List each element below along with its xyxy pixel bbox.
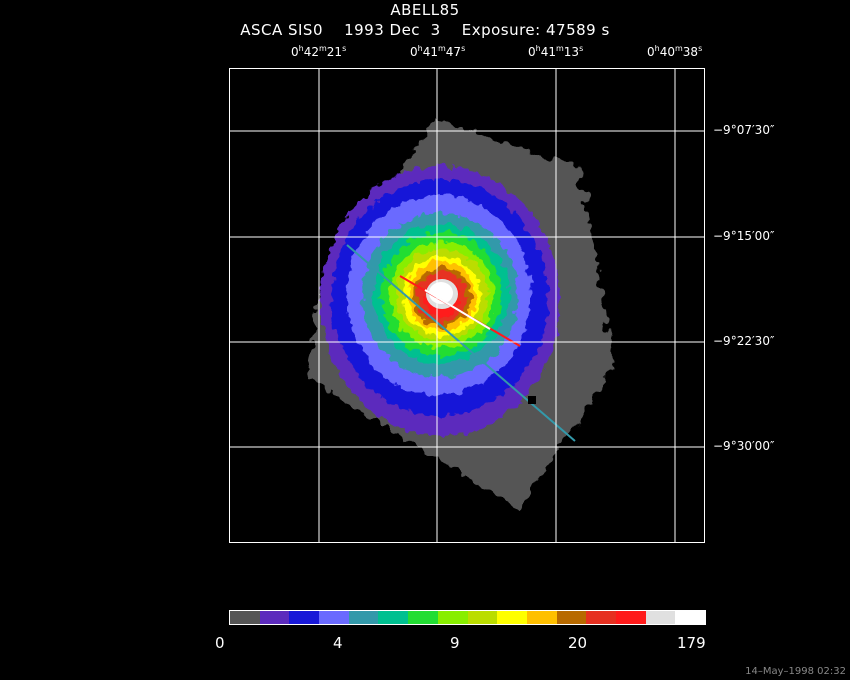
colorbar-segment [497, 611, 527, 624]
xray-image [230, 69, 704, 542]
ra-tick-label: 0h41m13s [528, 44, 584, 59]
colorbar-segment [259, 611, 290, 624]
colorbar-segment [289, 611, 320, 624]
image-subtitle: ASCA SIS0 1993 Dec 3 Exposure: 47589 s [0, 21, 850, 39]
image-title: ABELL85 [390, 1, 460, 19]
colorbar-label: 20 [568, 634, 588, 652]
xray-image-frame [229, 68, 705, 543]
ra-tick-label: 0h41m47s [410, 44, 466, 59]
colorbar-segment [437, 611, 468, 624]
instrument-label: ASCA SIS0 [240, 21, 323, 39]
timestamp: 14–May–1998 02:32 [745, 666, 846, 677]
colorbar-segment [378, 611, 409, 624]
exposure-label: Exposure: 47589 s [461, 21, 610, 39]
colorbar-segment [645, 611, 676, 624]
colorbar-segment [586, 611, 616, 624]
dec-tick-label: −9°07′30″ [713, 123, 775, 137]
colorbar-segment [408, 611, 438, 624]
colorbar-segment [526, 611, 557, 624]
colorbar [229, 610, 706, 625]
coordinate-grid [230, 69, 704, 542]
observation-date: 1993 Dec 3 [344, 21, 441, 39]
ra-tick-label: 0h42m21s [291, 44, 347, 59]
colorbar-segment [615, 611, 646, 624]
colorbar-segment [556, 611, 587, 624]
colorbar-label: 4 [333, 634, 343, 652]
colorbar-segment [319, 611, 349, 624]
dec-tick-label: −9°15′00″ [713, 229, 775, 243]
colorbar-segment [675, 611, 705, 624]
colorbar-label: 9 [450, 634, 460, 652]
colorbar-label: 0 [215, 634, 225, 652]
colorbar-segment [348, 611, 379, 624]
dec-tick-label: −9°22′30″ [713, 334, 775, 348]
colorbar-label: 179 [677, 634, 706, 652]
colorbar-segment [467, 611, 498, 624]
ra-tick-label: 0h40m38s [647, 44, 703, 59]
dec-tick-label: −9°30′00″ [713, 439, 775, 453]
colorbar-segment [230, 611, 260, 624]
